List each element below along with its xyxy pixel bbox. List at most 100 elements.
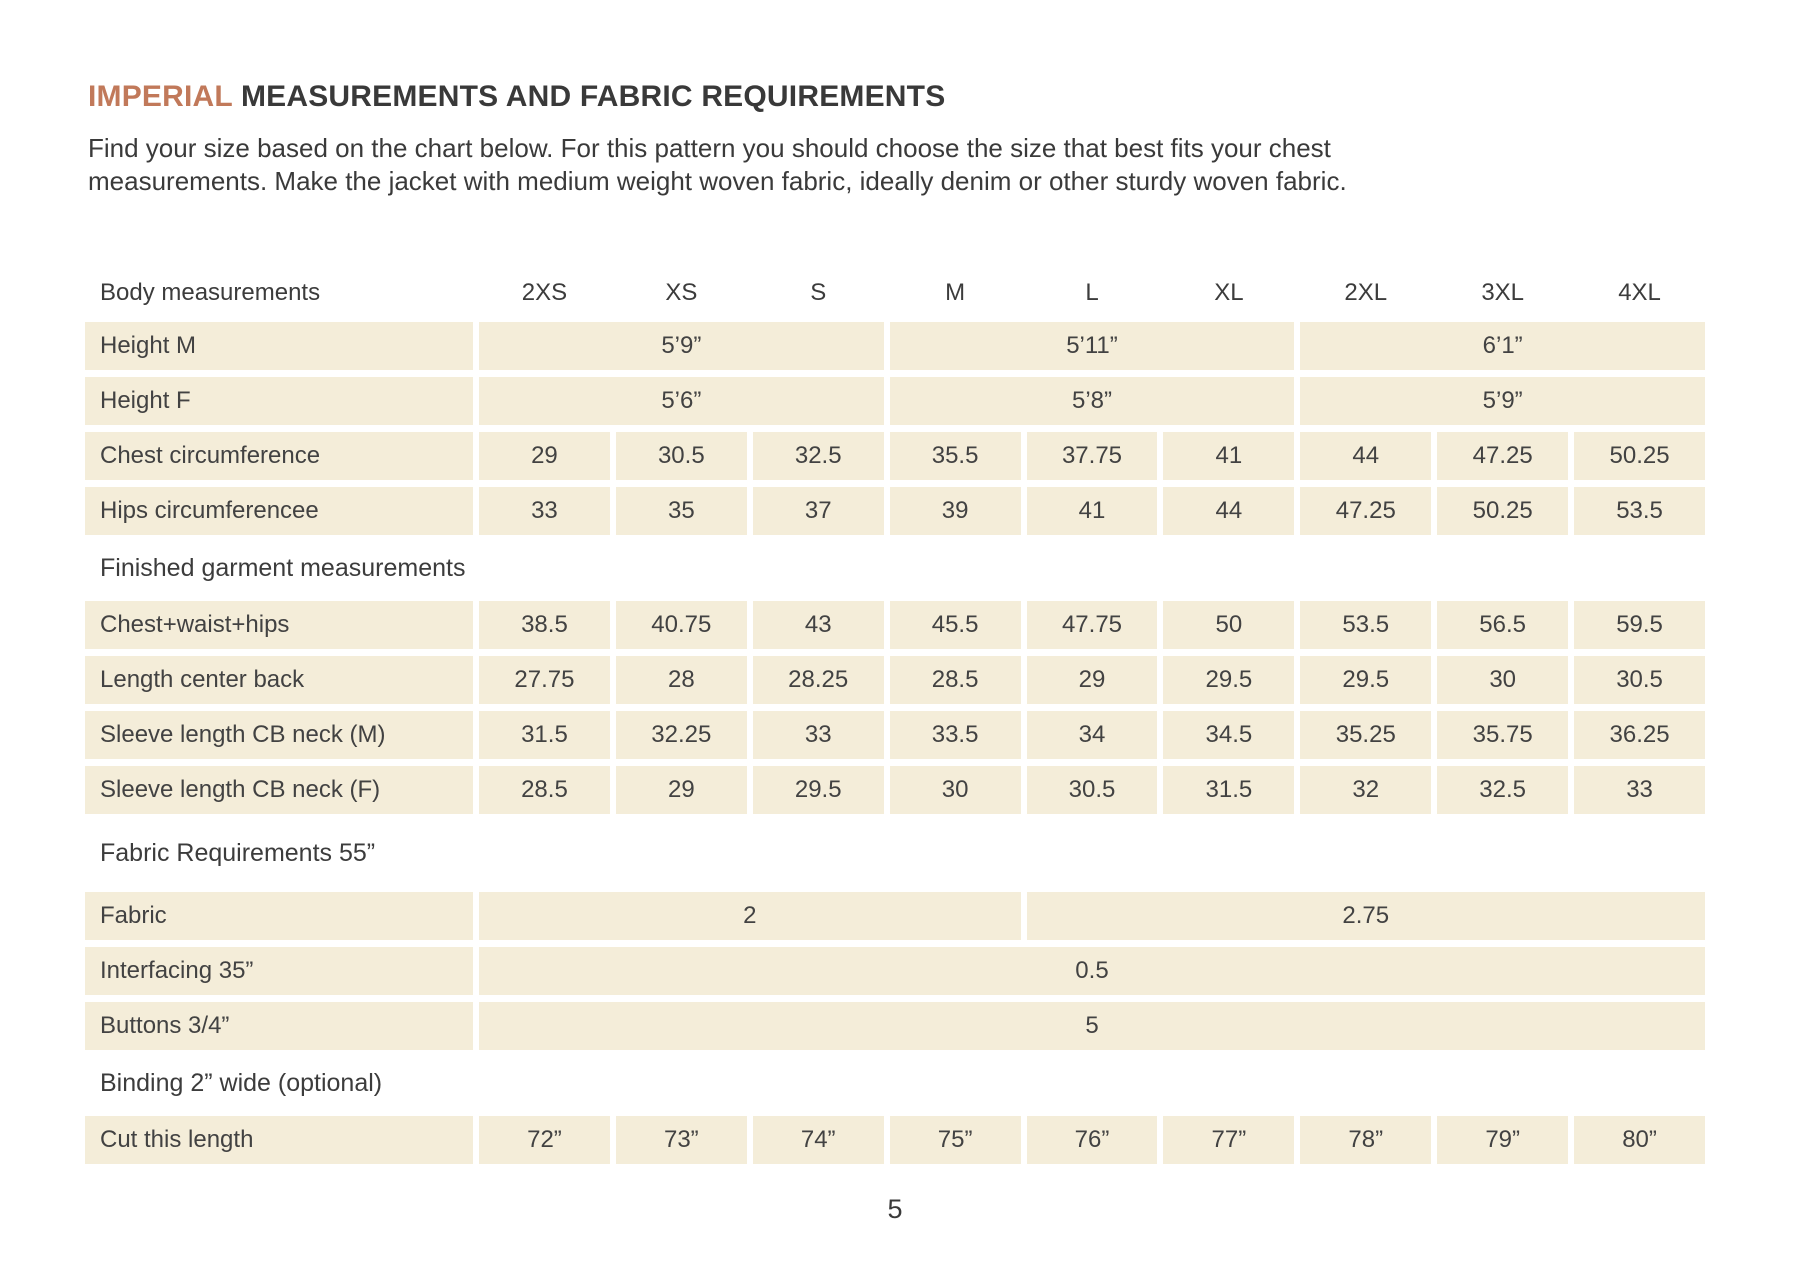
column-header-size-xs: XS [665,279,698,306]
table-cell: 33 [479,487,610,535]
table-cell: 28.5 [479,766,610,814]
table-cell: 78” [1300,1116,1432,1164]
table-cell: 53.5 [1300,601,1432,649]
column-header-size-3xl: 3XL [1481,279,1525,306]
table-cell: 77” [1163,1116,1295,1164]
table-cell: 34.5 [1163,711,1295,759]
table-cell: 47.75 [1026,601,1158,649]
table-cell: 59.5 [1574,601,1705,649]
section-header: Fabric Requirements 55” [100,838,376,867]
intro-paragraph: Find your size based on the chart below.… [88,132,1800,198]
table-cell: 35.5 [889,432,1021,480]
table-cell: 32 [1300,766,1432,814]
table-cell: 35.25 [1300,711,1432,759]
table-cell-grouped: 5 [479,1002,1705,1050]
row-label: Sleeve length CB neck (F) [85,766,473,814]
table-cell: 27.75 [479,656,610,704]
row-label: Cut this length [85,1116,473,1164]
title-accent: IMPERIAL [88,80,233,113]
table-cell: 80” [1574,1116,1705,1164]
title-rest: MEASUREMENTS AND FABRIC REQUIREMENTS [240,80,946,113]
table-cell: 74” [752,1116,884,1164]
row-label: Length center back [85,656,473,704]
row-label: Fabric [85,892,473,940]
table-cell: 76” [1026,1116,1158,1164]
table-cell: 29.5 [752,766,884,814]
row-label: Hips circumferencee [85,487,473,535]
table-cell: 50.25 [1574,432,1705,480]
table-cell: 28 [615,656,747,704]
table-cell: 30.5 [1574,656,1705,704]
table-cell: 33 [1574,766,1705,814]
table-cell-grouped: 0.5 [479,947,1705,995]
table-cell: 50 [1163,601,1295,649]
row-label: Height M [85,322,473,370]
table-cell: 45.5 [889,601,1021,649]
row-label: Chest+waist+hips [85,601,473,649]
table-cell: 44 [1163,487,1295,535]
row-label: Interfacing 35” [85,947,473,995]
table-cell: 30.5 [615,432,747,480]
table-cell: 75” [889,1116,1021,1164]
table-cell: 50.25 [1437,487,1569,535]
column-header-size-m: M [945,279,966,306]
table-cell: 35.75 [1437,711,1569,759]
table-cell: 29 [1026,656,1158,704]
table-cell: 32.5 [1437,766,1569,814]
table-cell: 32.25 [615,711,747,759]
column-header-size-l: L [1085,279,1099,306]
table-cell: 33.5 [889,711,1021,759]
intro-line-1: Find your size based on the chart below.… [88,133,1331,163]
table-cell-grouped: 6’1” [1300,322,1705,370]
table-cell: 35 [615,487,747,535]
page-title: IMPERIAL MEASUREMENTS AND FABRIC REQUIRE… [88,80,1800,114]
column-header-body-measurements: Body measurements [100,279,321,306]
table-cell: 41 [1163,432,1295,480]
column-header-size-xl: XL [1214,279,1244,306]
table-cell-grouped: 2.75 [1026,892,1705,940]
table-cell-grouped: 5’9” [1300,377,1705,425]
column-header-size-4xl: 4XL [1618,279,1661,306]
column-header-size-s: S [810,279,827,306]
table-cell: 79” [1437,1116,1569,1164]
table-cell: 40.75 [615,601,747,649]
row-label: Sleeve length CB neck (M) [85,711,473,759]
column-header-size-2xs: 2XS [521,279,568,306]
row-label: Height F [85,377,473,425]
table-cell: 30 [889,766,1021,814]
table-cell: 30.5 [1026,766,1158,814]
row-label: Chest circumference [85,432,473,480]
table-cell: 56.5 [1437,601,1569,649]
table-cell: 39 [889,487,1021,535]
size-table: Body measurements 2XS XS S M L XL 2XL 3XL 4XL Heig… [85,271,1705,1164]
intro-line-2: measurements. Make the jacket with mediu… [88,166,1347,196]
table-cell: 53.5 [1574,487,1705,535]
table-cell: 29 [615,766,747,814]
table-cell: 41 [1026,487,1158,535]
table-cell: 30 [1437,656,1569,704]
table-cell: 72” [479,1116,610,1164]
table-cell: 28.5 [889,656,1021,704]
column-header-size-2xl: 2XL [1344,279,1388,306]
table-cell: 37.75 [1026,432,1158,480]
table-cell-grouped: 5’6” [479,377,884,425]
table-cell-grouped: 5’11” [889,322,1295,370]
table-cell: 28.25 [752,656,884,704]
table-cell: 44 [1300,432,1432,480]
table-cell: 29.5 [1163,656,1295,704]
section-header: Finished garment measurements [100,553,466,582]
table-cell: 47.25 [1300,487,1432,535]
table-cell: 31.5 [479,711,610,759]
table-cell: 36.25 [1574,711,1705,759]
table-cell: 31.5 [1163,766,1295,814]
row-label: Buttons 3/4” [85,1002,473,1050]
table-cell: 38.5 [479,601,610,649]
table-cell: 73” [615,1116,747,1164]
table-cell-grouped: 5’8” [889,377,1295,425]
section-header: Binding 2” wide (optional) [100,1068,383,1097]
table-cell: 37 [752,487,884,535]
page-number: 5 [887,1194,903,1224]
table-cell: 32.5 [752,432,884,480]
table-cell: 33 [752,711,884,759]
